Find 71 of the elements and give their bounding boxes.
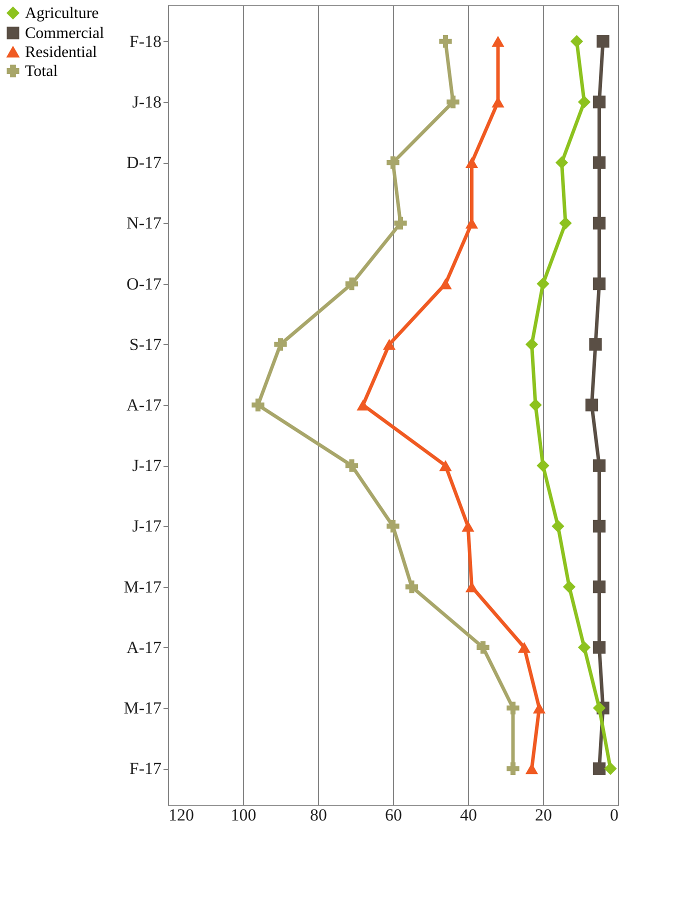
point [382,338,396,350]
point [536,459,550,472]
x-tick-label: 100 [230,806,256,824]
point [604,762,617,775]
point [592,762,606,775]
point [518,642,531,653]
point [592,96,606,108]
point [394,216,407,230]
point [536,277,550,290]
y-tick-label: F-18 [129,32,162,51]
x-tick-label: 20 [535,806,552,824]
point [506,702,520,714]
point [589,338,602,351]
x-tick-label: 120 [168,806,194,824]
point [562,580,576,594]
legend-label: Total [25,63,58,80]
legend-label: Commercial [25,25,105,42]
point [532,702,546,714]
point [439,35,452,48]
point [592,702,606,714]
point [578,96,591,108]
x-tick-label: 40 [460,806,477,824]
point [529,398,542,412]
point [525,338,538,351]
legend-label: Residential [25,44,98,61]
point [252,398,264,412]
point [592,216,606,230]
point [592,641,606,654]
point [559,216,572,230]
x-tick-label: 60 [385,806,402,824]
y-tick-label: M-17 [124,577,162,596]
point [386,520,400,533]
point [596,35,610,48]
point [585,398,598,412]
point [570,35,584,48]
legend-label: Agriculture [25,5,99,22]
point [592,459,606,472]
y-tick-label: D-17 [126,153,162,172]
point [592,580,606,594]
point [405,580,418,594]
point [345,277,358,290]
point [592,277,606,290]
point [439,278,452,290]
y-tick-label: N-17 [126,214,162,233]
point [345,459,358,472]
point [592,520,606,533]
point [525,763,538,774]
point [506,762,520,775]
point [462,520,474,532]
x-tick-label: 0 [610,806,618,824]
y-tick-label: M-17 [124,698,162,718]
y-tick-label: J-17 [132,456,162,476]
point [439,460,452,472]
x-tick-label: 80 [310,806,327,824]
point [274,338,287,351]
point [492,36,504,47]
y-tick-label: A-17 [126,396,162,414]
point [578,641,591,654]
point [446,96,460,108]
y-tick-label: S-17 [129,334,162,354]
point [555,156,568,169]
point [476,641,490,654]
y-tick-label: O-17 [126,274,162,294]
y-tick-label: A-17 [126,638,162,657]
y-tick-label: J-17 [132,516,162,536]
y-tick-label: F-17 [129,759,162,778]
point [592,156,606,169]
y-tick-label: J-18 [132,92,162,112]
point [552,520,564,533]
point [386,156,400,169]
point [465,157,478,168]
